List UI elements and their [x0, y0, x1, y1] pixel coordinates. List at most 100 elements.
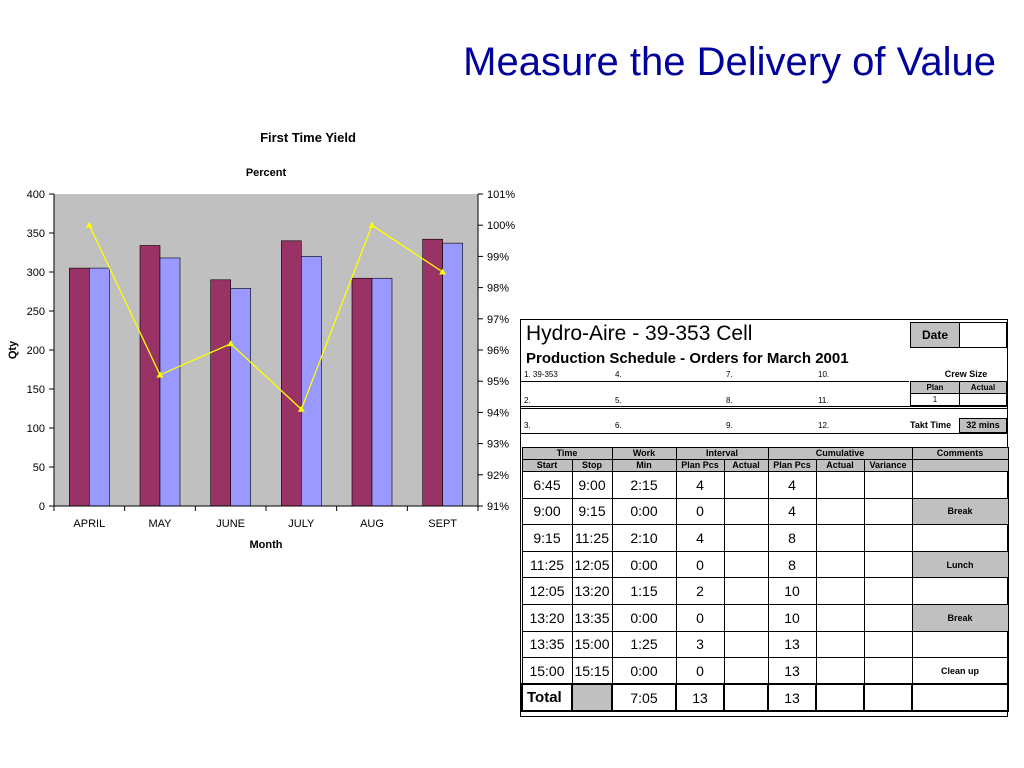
header-time: Time — [521, 447, 613, 460]
crew-plan-value[interactable]: 1 — [910, 393, 960, 406]
x-tick-label: AUG — [360, 518, 384, 530]
y2-tick-label: 100% — [487, 220, 515, 232]
yield-line-group — [85, 221, 447, 412]
crew-size-label: Crew Size — [944, 369, 988, 379]
cell-actual[interactable] — [723, 471, 769, 499]
table-row: 13:35 15:00 1:25 3 13 — [521, 630, 1009, 659]
cell-cum-actual[interactable] — [815, 630, 865, 659]
total-cum-actual[interactable] — [815, 683, 866, 712]
order-2: 2. — [524, 396, 531, 405]
axes-group: 0 50 100 150 200 250 300 350 400 91% 92% 93% 94% 95% 9… — [27, 189, 516, 530]
table-row: 9:00 9:15 0:00 0 4 Break — [521, 497, 1009, 526]
x-tick-label: SEPT — [428, 518, 457, 530]
cell-stop: 11:25 — [571, 524, 613, 552]
cell-cum-actual[interactable] — [815, 550, 865, 579]
yield-line — [88, 224, 444, 411]
crew-actual-value[interactable] — [959, 393, 1007, 406]
production-schedule: Hydro-Aire - 39-353 Cell Production Sche… — [520, 319, 1010, 717]
bar — [89, 267, 110, 507]
cell-actual[interactable] — [723, 630, 769, 659]
order-12: 12. — [818, 421, 830, 430]
cell-comment[interactable]: Lunch — [911, 550, 1009, 579]
cell-variance[interactable] — [863, 657, 913, 685]
cell-stop: 9:00 — [571, 471, 613, 499]
cell-variance[interactable] — [863, 524, 913, 552]
header-comments: Comments — [911, 447, 1009, 460]
cell-cum-actual[interactable] — [815, 577, 865, 605]
cell-actual[interactable] — [723, 577, 769, 605]
y2-tick-label: 99% — [487, 251, 509, 263]
cell-comment[interactable]: Break — [911, 603, 1009, 632]
table-row: 9:15 11:25 2:10 4 8 — [521, 524, 1009, 552]
total-row: Total 7:05 13 13 — [521, 683, 1010, 712]
total-variance[interactable] — [863, 683, 914, 712]
table-row: 12:05 13:20 1:15 2 10 — [521, 577, 1009, 605]
schedule-title: Hydro-Aire - 39-353 Cell — [526, 322, 753, 345]
cell-start: 13:35 — [521, 630, 573, 659]
cell-variance[interactable] — [863, 497, 913, 526]
cell-actual[interactable] — [723, 603, 769, 632]
cell-comment[interactable]: Break — [911, 497, 1009, 526]
cell-min: 2:15 — [611, 471, 677, 499]
order-divider — [521, 406, 1007, 407]
y2-tick-label: 97% — [487, 314, 509, 326]
y2-tick-label: 94% — [487, 407, 509, 419]
y-tick-label: 300 — [27, 267, 45, 279]
cell-min: 0:00 — [611, 657, 677, 685]
x-tick-label: MAY — [148, 518, 172, 530]
cell-actual[interactable] — [723, 657, 769, 685]
table-row: 15:00 15:15 0:00 0 13 Clean up — [521, 657, 1009, 685]
order-3: 3. — [524, 421, 531, 430]
cell-cum-actual[interactable] — [815, 603, 865, 632]
order-8: 8. — [726, 396, 733, 405]
first-time-yield-chart: First Time Yield Percent 0 50 100 150 200 250… — [7, 130, 516, 551]
cell-variance[interactable] — [863, 550, 913, 579]
cell-stop: 15:15 — [571, 657, 613, 685]
header-cumulative: Cumulative — [767, 447, 913, 460]
order-4: 4. — [615, 370, 622, 379]
date-field[interactable] — [959, 322, 1007, 348]
order-10: 10. — [818, 370, 830, 379]
y-tick-label: 100 — [27, 423, 45, 435]
cell-comment[interactable] — [911, 577, 1009, 605]
x-axis-label: Month — [250, 539, 283, 551]
cell-comment[interactable] — [911, 471, 1009, 499]
cell-comment[interactable] — [911, 524, 1009, 552]
cell-actual[interactable] — [723, 524, 769, 552]
cell-cum-actual[interactable] — [815, 524, 865, 552]
cell-comment[interactable]: Clean up — [911, 657, 1009, 685]
cell-comment[interactable] — [911, 630, 1009, 659]
cell-cum-plan: 4 — [767, 471, 817, 499]
cell-cum-plan: 4 — [767, 497, 817, 526]
header-cum-actual: Actual — [815, 459, 865, 472]
cell-variance[interactable] — [863, 471, 913, 499]
bar — [159, 257, 181, 507]
cell-plan: 0 — [675, 497, 725, 526]
cell-variance[interactable] — [863, 577, 913, 605]
cell-start: 6:45 — [521, 471, 573, 499]
chart-title: First Time Yield — [260, 130, 356, 145]
cell-actual[interactable] — [723, 550, 769, 579]
total-label: Total — [521, 683, 573, 712]
header-work: Work — [611, 447, 677, 460]
y2-tick-label: 96% — [487, 345, 509, 357]
header-actual: Actual — [723, 459, 769, 472]
table-row: 13:20 13:35 0:00 0 10 Break — [521, 603, 1009, 632]
y2-tick-label: 101% — [487, 189, 515, 201]
cell-cum-actual[interactable] — [815, 497, 865, 526]
cell-variance[interactable] — [863, 603, 913, 632]
total-actual[interactable] — [722, 683, 770, 712]
cell-variance[interactable] — [863, 630, 913, 659]
bar — [422, 238, 443, 507]
bar — [69, 267, 90, 507]
cell-start: 11:25 — [521, 550, 573, 579]
cell-cum-actual[interactable] — [815, 657, 865, 685]
cell-cum-actual[interactable] — [815, 471, 865, 499]
date-label: Date — [910, 322, 960, 348]
table-row: 11:25 12:05 0:00 0 8 Lunch — [521, 550, 1009, 579]
takt-time-label: Takt Time — [910, 420, 952, 430]
y-axis-label: Qty — [7, 340, 19, 359]
header-comments-blank — [911, 459, 1009, 472]
total-comment[interactable] — [911, 683, 1010, 712]
cell-actual[interactable] — [723, 497, 769, 526]
